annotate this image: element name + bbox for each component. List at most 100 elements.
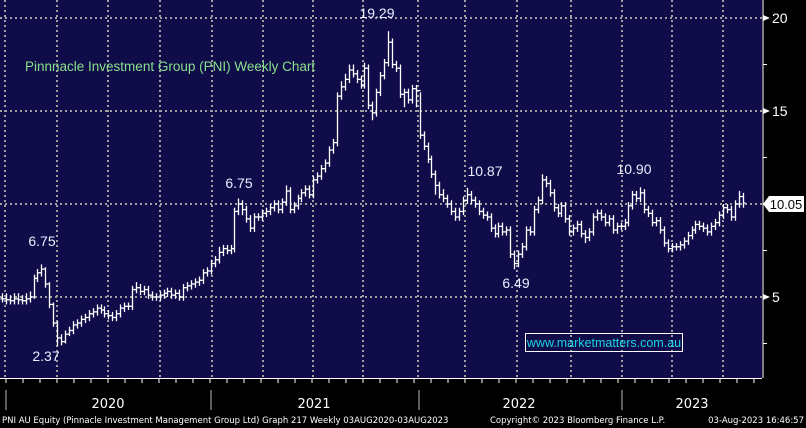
y-axis: 5 15 20 <box>763 10 788 344</box>
price-bar <box>351 64 356 78</box>
price-bar <box>398 64 403 98</box>
price-bar <box>106 310 111 320</box>
price-bar <box>63 330 68 344</box>
price-bar <box>630 190 635 210</box>
price-bar <box>674 243 679 251</box>
price-bar <box>67 326 72 337</box>
price-bar <box>666 239 671 253</box>
price-bar <box>382 58 387 80</box>
price-bar <box>544 176 549 188</box>
price-bar <box>95 304 100 316</box>
price-bar <box>118 304 123 318</box>
price-bar <box>256 213 261 221</box>
price-bar <box>678 241 683 251</box>
price-bar <box>79 315 84 327</box>
price-bar <box>20 295 25 305</box>
price-bar <box>693 220 698 234</box>
price-bar <box>189 280 194 290</box>
price-bar <box>378 71 383 97</box>
price-bar <box>563 202 568 223</box>
price-bar <box>567 215 572 236</box>
y-tick-marker <box>763 15 770 21</box>
price-bar <box>35 269 40 283</box>
price-bar <box>626 202 631 227</box>
price-bar <box>634 190 639 203</box>
price-bar <box>169 287 174 299</box>
footer-security: PNI AU Equity (Pinnacle Investment Manag… <box>2 416 448 426</box>
price-bar <box>110 311 115 322</box>
price-bar <box>394 60 399 72</box>
price-bar <box>528 226 533 236</box>
price-bar <box>205 267 210 277</box>
price-bar <box>713 218 718 231</box>
price-bar <box>197 276 202 286</box>
price-bar <box>422 131 427 151</box>
plot-background <box>0 0 762 378</box>
y-tick-marker <box>763 108 770 114</box>
price-bar <box>697 220 702 231</box>
price-bar <box>28 291 33 303</box>
price-bar <box>737 190 742 208</box>
price-bar <box>504 226 509 236</box>
price-bar <box>638 187 643 203</box>
price-bar <box>548 179 553 197</box>
price-bar <box>485 211 490 221</box>
price-bar <box>114 310 119 322</box>
price-bar <box>213 256 218 268</box>
watermark-box: www.marketmatters.com.au <box>525 333 683 352</box>
price-bar <box>587 228 592 242</box>
price-bar <box>733 200 738 221</box>
price-bar <box>717 211 722 227</box>
year-label-2021: 2021 <box>297 397 330 412</box>
price-bar <box>150 291 155 301</box>
price-bar <box>433 170 438 195</box>
price-bar <box>16 293 21 305</box>
price-bar <box>686 231 691 245</box>
price-bar <box>173 289 178 299</box>
price-bar <box>441 189 446 203</box>
price-bar <box>437 181 442 199</box>
last-price-value: 10.05 <box>770 197 803 212</box>
price-bar <box>520 243 525 258</box>
price-bar <box>701 222 706 232</box>
price-bar <box>43 267 48 288</box>
price-bar <box>741 192 746 208</box>
price-bar <box>252 213 257 232</box>
price-bar <box>540 174 545 204</box>
price-bar <box>418 89 423 139</box>
price-bar <box>347 64 352 84</box>
price-bar <box>370 101 375 121</box>
price-bar <box>292 202 297 214</box>
price-bar <box>307 185 312 199</box>
price-bar <box>481 207 486 219</box>
price-bar <box>595 209 600 221</box>
year-label-2022: 2022 <box>502 397 535 412</box>
price-bar <box>0 293 5 303</box>
price-bar <box>8 295 13 305</box>
price-bar <box>453 207 458 221</box>
price-bar <box>319 164 324 180</box>
price-bar <box>559 202 564 218</box>
price-bar <box>185 282 190 292</box>
price-bar <box>142 285 147 296</box>
price-bar <box>658 217 663 234</box>
price-bar <box>500 222 505 236</box>
price-bar <box>729 205 734 221</box>
price-bar <box>130 285 135 311</box>
price-bar <box>682 237 687 249</box>
price-bar <box>496 222 501 238</box>
price-bar <box>91 308 96 318</box>
price-bar <box>154 293 159 301</box>
price-bar <box>12 293 17 305</box>
price-bar <box>536 196 541 214</box>
price-bar <box>55 321 60 346</box>
price-bar <box>323 159 328 173</box>
price-bar <box>201 269 206 284</box>
chart-title: Pinnnacle Investment Group (PNI) Weekly … <box>25 59 315 74</box>
price-bar <box>315 172 320 184</box>
price-bar <box>236 198 241 216</box>
price-bar <box>429 155 434 178</box>
price-bar <box>575 220 580 232</box>
price-bar <box>524 226 529 251</box>
grid <box>0 0 762 378</box>
